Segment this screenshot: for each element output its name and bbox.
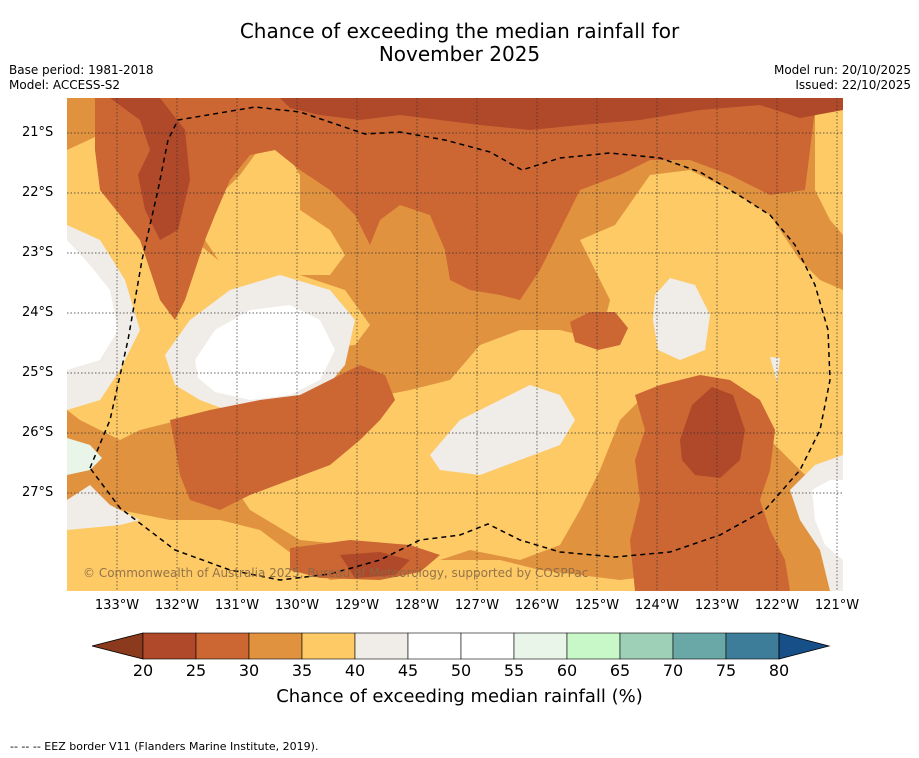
zone-25-30-north: [95, 98, 843, 320]
colorbar-segment: [725, 632, 780, 660]
lon-tick-label: 130°W: [274, 598, 320, 613]
colorbar-segment: [354, 632, 409, 660]
lon-tick-label: 133°W: [94, 598, 140, 613]
zone-35-40-right-edge: [815, 105, 843, 235]
colorbar-under-arrow: [91, 632, 144, 660]
zone-20-25-north-strip: [280, 98, 843, 130]
zone-40-45-southwest: [67, 485, 140, 530]
colorbar-segment: [460, 632, 515, 660]
colorbar-segment: [672, 632, 727, 660]
zone-35-40-north: [205, 145, 345, 275]
zone-20-25-southeast-core: [680, 387, 745, 478]
colorbar-tick-label: 45: [397, 661, 419, 680]
colorbar-segment: [407, 632, 462, 660]
copyright-notice: © Commonwealth of Australia 2025, Bureau…: [83, 566, 589, 580]
colorbar-tick-label: 60: [556, 661, 578, 680]
zone-35-40-east: [230, 170, 843, 565]
colorbar-tick-label: 65: [609, 661, 631, 680]
lon-tick-label: 124°W: [634, 598, 680, 613]
lon-tick-label: 128°W: [394, 598, 440, 613]
colorbar-segment: [619, 632, 674, 660]
rainfall-probability-map: [67, 98, 843, 591]
colorbar-tick-label: 55: [503, 661, 525, 680]
colorbar-tick-label: 50: [450, 661, 472, 680]
colorbar-tick-label: 25: [185, 661, 207, 680]
colorbar-segment: [142, 632, 197, 660]
colorbar-tick-label: 35: [291, 661, 313, 680]
zone-40-45-east: [653, 278, 710, 360]
zone-20-25-south: [340, 552, 410, 578]
zone-45-55-west-edge: [67, 240, 118, 370]
longitude-gridlines: [116, 98, 838, 591]
model-run: Model run: 20/10/2025: [773, 63, 911, 77]
lon-tick-label: 121°W: [814, 598, 860, 613]
map-title-line2: November 2025: [378, 42, 541, 66]
lat-tick-label: 27°S: [22, 485, 54, 500]
lon-tick-label: 125°W: [574, 598, 620, 613]
colorbar: [91, 632, 831, 660]
zone-40-45-small-east: [770, 357, 780, 382]
colorbar-tick-label: 20: [132, 661, 154, 680]
zone-45-55-southeast: [812, 480, 843, 560]
zone-55-60-west: [67, 438, 102, 475]
colorbar-segment: [248, 632, 303, 660]
zone-25-30-mid: [570, 312, 628, 350]
zone-25-30-central: [170, 365, 395, 510]
lat-tick-label: 25°S: [22, 365, 54, 380]
lon-tick-label: 131°W: [214, 598, 260, 613]
model-name: Model: ACCESS-S2: [9, 78, 121, 92]
colorbar-tick-label: 80: [768, 661, 790, 680]
lon-tick-label: 129°W: [334, 598, 380, 613]
colorbar-tick-label: 40: [344, 661, 366, 680]
lon-tick-label: 127°W: [454, 598, 500, 613]
map-title-line1: Chance of exceeding the median rainfall …: [239, 19, 680, 43]
lon-tick-label: 123°W: [694, 598, 740, 613]
base-period: Base period: 1981-2018: [9, 63, 154, 77]
eez-border: [89, 106, 831, 581]
zone-20-25-north-column: [110, 98, 190, 240]
colorbar-over-arrow: [778, 632, 831, 660]
colorbar-segment: [195, 632, 250, 660]
zone-40-45-center: [430, 385, 575, 475]
lon-tick-label: 122°W: [754, 598, 800, 613]
lat-tick-label: 21°S: [22, 125, 54, 140]
lon-tick-label: 126°W: [514, 598, 560, 613]
colorbar-segment: [513, 632, 568, 660]
zone-25-30-southeast: [630, 375, 790, 591]
colorbar-segment: [301, 632, 356, 660]
colorbar-title: Chance of exceeding median rainfall (%): [276, 686, 643, 707]
eez-footnote: -- -- -- EEZ border V11 (Flanders Marine…: [10, 740, 319, 753]
lon-tick-label: 132°W: [154, 598, 200, 613]
lat-tick-label: 22°S: [22, 185, 54, 200]
colorbar-tick-label: 75: [715, 661, 737, 680]
colorbar-tick-label: 30: [238, 661, 260, 680]
lat-tick-label: 23°S: [22, 245, 54, 260]
colorbar-segment: [566, 632, 621, 660]
lat-tick-label: 26°S: [22, 425, 54, 440]
zone-35-40-south: [67, 500, 680, 591]
lat-tick-label: 24°S: [22, 305, 54, 320]
issued-date: Issued: 22/10/2025: [795, 78, 911, 92]
zone-45-55-west-core: [195, 305, 335, 400]
colorbar-tick-label: 70: [662, 661, 684, 680]
